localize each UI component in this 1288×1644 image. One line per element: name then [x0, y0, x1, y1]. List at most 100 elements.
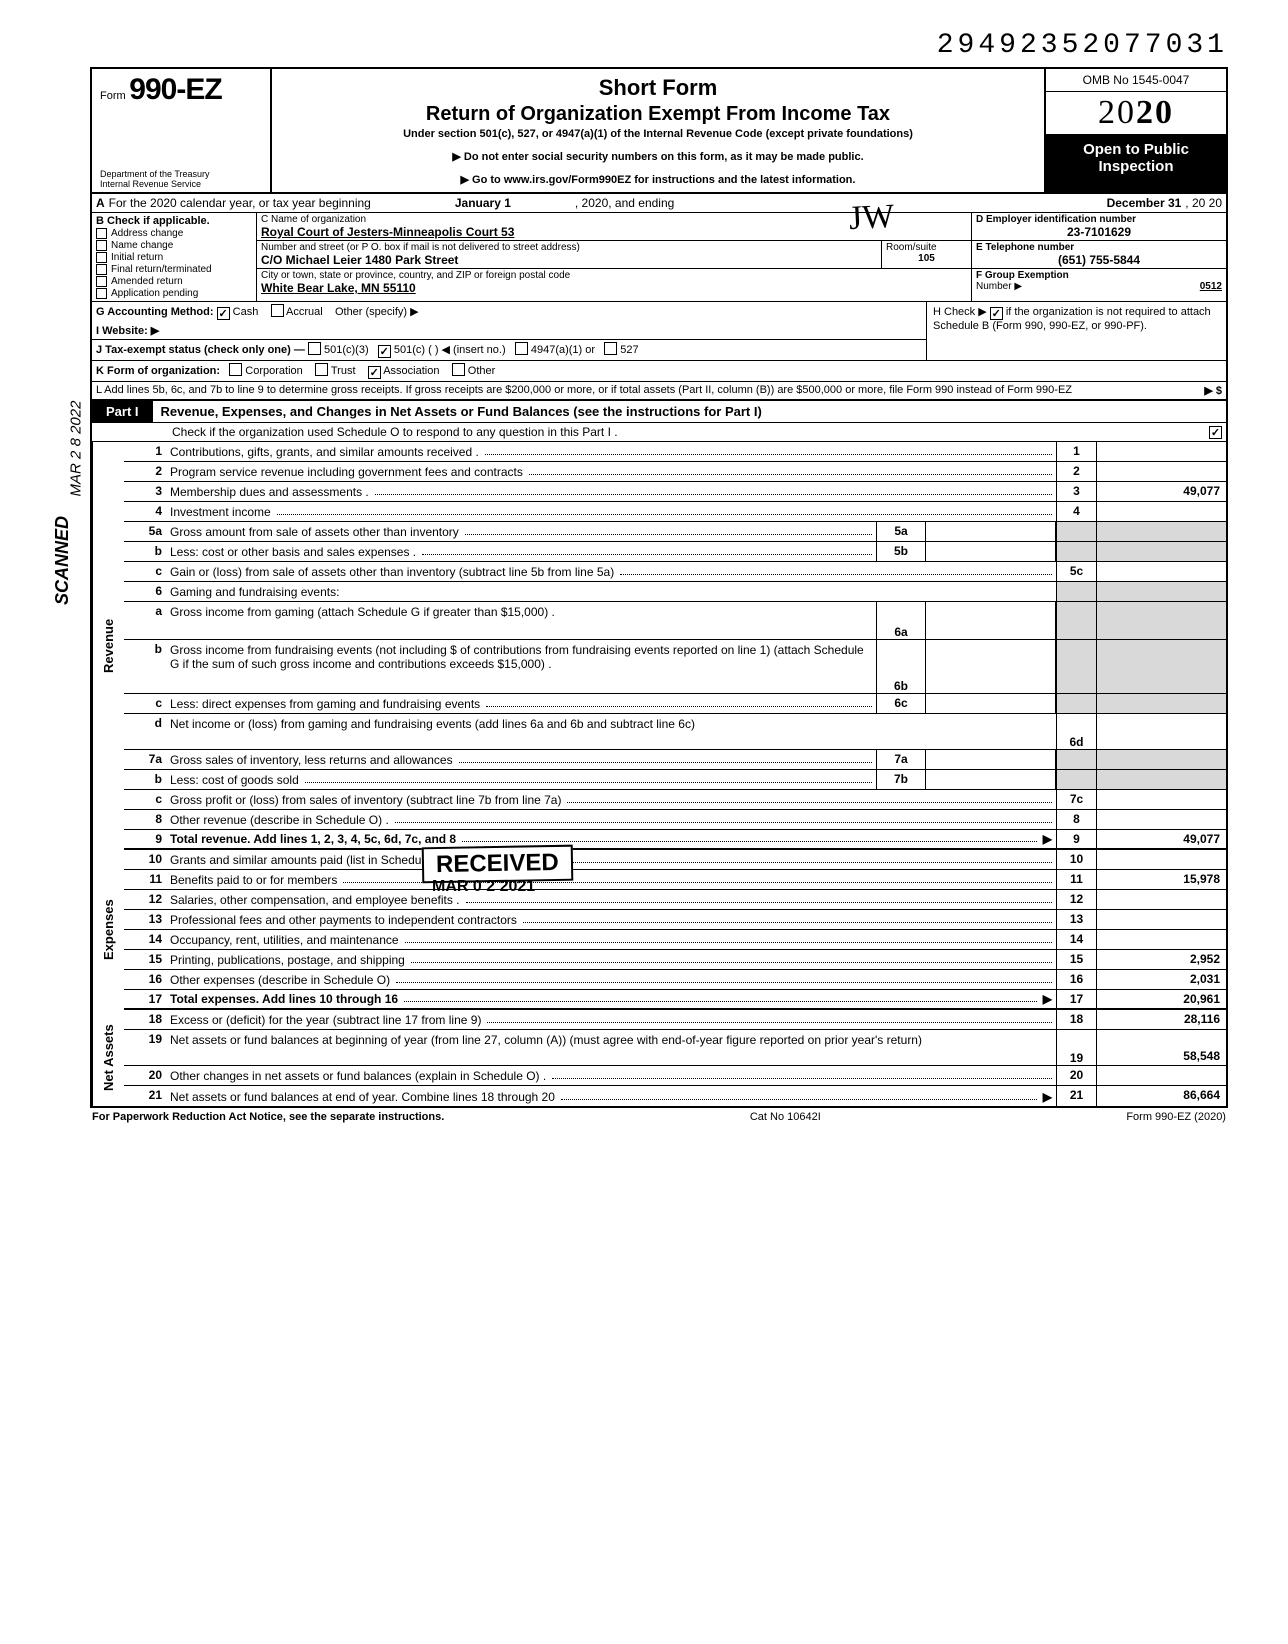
ln6-text: Gaming and fundraising events: [170, 585, 339, 599]
street-label: Number and street (or P O. box if mail i… [261, 242, 877, 253]
ln2-text: Program service revenue including govern… [170, 465, 523, 479]
chk-schedule-b[interactable]: ✓ [990, 307, 1003, 320]
section-net-assets: Net Assets [92, 1010, 124, 1106]
ln5a-val [926, 522, 1056, 541]
ln2-val [1096, 462, 1226, 481]
ln5b-text: Less: cost or other basis and sales expe… [170, 545, 416, 559]
chk-corporation[interactable] [229, 363, 242, 376]
chk-4947[interactable] [515, 342, 528, 355]
ln6b-no: b [124, 640, 168, 693]
ln8-box: 8 [1056, 810, 1096, 829]
row-h-schedule-b: H Check ▶ ✓ if the organization is not r… [926, 302, 1226, 360]
ln5b-box: 5b [876, 542, 926, 561]
ln20-no: 20 [124, 1066, 168, 1085]
city-label: City or town, state or province, country… [261, 270, 967, 281]
ln17-val: 20,961 [1096, 990, 1226, 1008]
chk-app-pending[interactable] [96, 288, 107, 299]
ln21-box: 21 [1056, 1086, 1096, 1106]
omb-number: OMB No 1545-0047 [1046, 69, 1226, 92]
ln4-box: 4 [1056, 502, 1096, 521]
chk-cash[interactable]: ✓ [217, 307, 230, 320]
chk-other-org[interactable] [452, 363, 465, 376]
lbl-name-change: Name change [111, 240, 173, 251]
h-label: H Check ▶ [933, 306, 987, 318]
ln10-text: Grants and similar amounts paid (list in… [170, 853, 447, 867]
ln5c-no: c [124, 562, 168, 581]
handwritten-signature: JW [848, 198, 895, 238]
chk-trust[interactable] [315, 363, 328, 376]
chk-501c3[interactable] [308, 342, 321, 355]
ln3-box: 3 [1056, 482, 1096, 501]
ln7c-box: 7c [1056, 790, 1096, 809]
ln11-no: 11 [124, 870, 168, 889]
ln6c-box: 6c [876, 694, 926, 713]
ln19-val: 58,548 [1096, 1030, 1226, 1065]
ln14-no: 14 [124, 930, 168, 949]
chk-501c[interactable]: ✓ [378, 345, 391, 358]
ln19-box: 19 [1056, 1030, 1096, 1065]
chk-address-change[interactable] [96, 228, 107, 239]
ln15-val: 2,952 [1096, 950, 1226, 969]
ln11-text: Benefits paid to or for members [170, 873, 337, 887]
row-a-mid: , 2020, and ending [575, 196, 674, 210]
ln3-val: 49,077 [1096, 482, 1226, 501]
ln6-no: 6 [124, 582, 168, 601]
ln14-val [1096, 930, 1226, 949]
ln6b-val [926, 640, 1056, 693]
lbl-trust: Trust [331, 365, 356, 377]
document-id: 29492352077031 [90, 30, 1228, 61]
ln16-val: 2,031 [1096, 970, 1226, 989]
chk-name-change[interactable] [96, 240, 107, 251]
ln7c-text: Gross profit or (loss) from sales of inv… [170, 793, 561, 807]
ln5c-text: Gain or (loss) from sale of assets other… [170, 565, 614, 579]
chk-initial-return[interactable] [96, 252, 107, 263]
row-j-tax-exempt: J Tax-exempt status (check only one) — 5… [92, 339, 926, 360]
ln6d-no: d [124, 714, 168, 749]
chk-schedule-o[interactable]: ✓ [1209, 426, 1222, 439]
chk-amended[interactable] [96, 276, 107, 287]
ln5b-rvalshade [1096, 542, 1226, 561]
ln18-no: 18 [124, 1010, 168, 1029]
dept-irs: Internal Revenue Service [100, 180, 262, 190]
lbl-association: Association [383, 365, 439, 377]
ln13-box: 13 [1056, 910, 1096, 929]
ln16-no: 16 [124, 970, 168, 989]
ln15-no: 15 [124, 950, 168, 969]
section-revenue: Revenue [92, 442, 124, 850]
ln1-val [1096, 442, 1226, 461]
chk-final-return[interactable] [96, 264, 107, 275]
chk-accrual[interactable] [271, 304, 284, 317]
ln5a-no: 5a [124, 522, 168, 541]
ln6c-rshade [1056, 694, 1096, 713]
lbl-4947: 4947(a)(1) or [531, 344, 595, 356]
ln6b-rshade [1056, 640, 1096, 693]
ln6d-text: Net income or (loss) from gaming and fun… [170, 717, 695, 731]
b-label: B Check if applicable. [96, 215, 252, 227]
ln21-val: 86,664 [1096, 1086, 1226, 1106]
chk-association[interactable]: ✓ [368, 366, 381, 379]
return-subtitle: Under section 501(c), 527, or 4947(a)(1)… [282, 128, 1034, 140]
row-a-text: For the 2020 calendar year, or tax year … [109, 196, 371, 210]
ln6a-text: Gross income from gaming (attach Schedul… [170, 605, 555, 619]
street-value: C/O Michael Leier 1480 Park Street [261, 253, 877, 267]
lbl-501c: 501(c) ( [394, 344, 432, 356]
ln9-box: 9 [1056, 830, 1096, 848]
ln7c-no: c [124, 790, 168, 809]
l-arrow: ▶ $ [1204, 384, 1222, 397]
ln18-text: Excess or (deficit) for the year (subtra… [170, 1013, 481, 1027]
ln13-no: 13 [124, 910, 168, 929]
ln21-text: Net assets or fund balances at end of ye… [170, 1090, 555, 1104]
ln7c-val [1096, 790, 1226, 809]
ln6-rshade [1056, 582, 1096, 601]
page-footer: For Paperwork Reduction Act Notice, see … [90, 1108, 1228, 1123]
scanned-stamp: SCANNED [52, 516, 73, 605]
ln20-val [1096, 1066, 1226, 1085]
row-l-gross-receipts: L Add lines 5b, 6c, and 7b to line 9 to … [92, 382, 1226, 401]
chk-527[interactable] [604, 342, 617, 355]
form-header: Form 990-EZ Department of the Treasury I… [92, 69, 1226, 194]
ln6a-rvalshade [1096, 602, 1226, 639]
ln7a-box: 7a [876, 750, 926, 769]
column-b-checkboxes: B Check if applicable. Address change Na… [92, 213, 257, 301]
i-label: I Website: ▶ [96, 325, 159, 337]
form-number: 990-EZ [129, 73, 221, 106]
